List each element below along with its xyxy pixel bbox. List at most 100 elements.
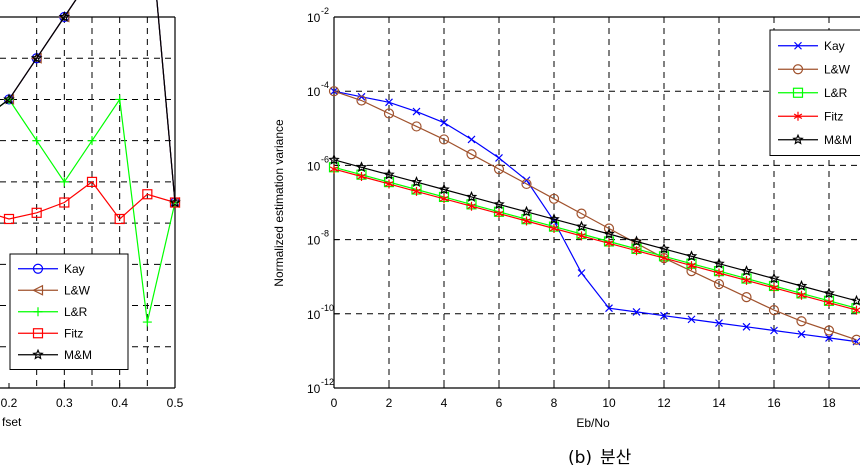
left-chart: 0.2 0.3 0.4 0.5 fset Kay L&W L&R Fitz M&M <box>0 0 184 429</box>
legend-label: Kay <box>64 262 85 276</box>
data-point <box>577 231 586 241</box>
data-point <box>467 135 476 144</box>
data-point <box>115 94 125 104</box>
data-point <box>383 108 395 119</box>
data-point <box>494 209 504 219</box>
y-axis-label: Normalized estimation variance <box>272 119 286 287</box>
legend-label: L&R <box>64 305 88 319</box>
x-tick-label: 0.3 <box>56 396 73 410</box>
data-point <box>493 164 505 175</box>
data-point <box>768 272 780 284</box>
legend-label: Fitz <box>824 109 843 123</box>
x-axis-label: fset <box>2 415 22 429</box>
data-point <box>440 118 448 127</box>
data-point <box>169 196 181 208</box>
data-point <box>3 213 15 225</box>
figure-caption-text: 분산 <box>600 448 632 468</box>
series-line-kay <box>333 90 857 343</box>
data-point <box>31 207 42 218</box>
x-tick-label: 12 <box>657 396 671 410</box>
data-point <box>521 178 532 190</box>
legend-label: Fitz <box>64 326 83 340</box>
legend-label: L&W <box>824 62 851 76</box>
series-line-fitz <box>0 181 176 220</box>
legend-marker <box>33 307 43 317</box>
legend-marker <box>793 111 803 121</box>
data-point <box>438 134 450 145</box>
data-point <box>411 121 422 132</box>
data-point <box>32 136 42 146</box>
series-line-mm <box>0 0 176 203</box>
y-tick-exponent: -6 <box>321 154 329 164</box>
legend-marker <box>32 348 44 360</box>
data-point <box>495 154 503 162</box>
y-tick-label: 10 <box>307 382 321 396</box>
data-point <box>797 330 806 339</box>
data-point <box>549 223 559 233</box>
data-point <box>385 98 393 107</box>
data-point <box>410 176 423 188</box>
x-tick-label: 0.2 <box>1 396 18 410</box>
y-tick-label: 10 <box>307 308 321 322</box>
data-point <box>384 179 394 189</box>
data-point <box>412 107 421 116</box>
x-tick-label: 16 <box>767 396 781 410</box>
legend-label: L&R <box>824 86 848 100</box>
data-point <box>603 227 615 239</box>
y-tick-exponent: -4 <box>321 80 329 90</box>
data-point <box>3 93 15 105</box>
data-point <box>797 290 806 300</box>
legend-marker <box>794 41 802 50</box>
data-point <box>142 317 152 327</box>
y-tick-exponent: -10 <box>321 303 334 313</box>
data-point <box>825 333 833 342</box>
data-point <box>741 292 752 303</box>
data-point <box>328 153 340 165</box>
data-point <box>30 52 43 64</box>
data-point <box>355 161 368 173</box>
data-point <box>852 305 860 315</box>
data-point <box>577 269 586 277</box>
data-point <box>824 298 834 308</box>
legend-label: Kay <box>824 39 845 53</box>
legend-label: M&M <box>824 133 852 147</box>
data-point <box>467 201 476 211</box>
data-point <box>823 287 835 299</box>
data-point <box>630 235 643 247</box>
data-point <box>658 242 670 254</box>
legend-marker <box>32 328 44 339</box>
data-point <box>796 316 807 327</box>
data-point <box>687 261 696 271</box>
legend-label: L&W <box>64 283 91 297</box>
data-point <box>575 220 588 232</box>
data-point <box>687 315 696 324</box>
data-point <box>465 190 478 202</box>
series-line-lw <box>0 0 176 203</box>
data-point <box>632 246 641 256</box>
data-point <box>659 253 669 263</box>
y-tick-exponent: -2 <box>321 6 329 16</box>
data-point <box>59 197 70 208</box>
x-tick-label: 0 <box>331 396 338 410</box>
data-point <box>603 223 615 234</box>
data-point <box>328 86 340 97</box>
figure-caption-prefix: (b) <box>568 448 592 468</box>
data-point <box>522 216 531 226</box>
y-tick-label: 10 <box>307 11 321 25</box>
data-point <box>438 183 450 195</box>
data-point <box>493 198 505 210</box>
x-tick-label: 14 <box>712 396 726 410</box>
legend-marker <box>32 284 44 296</box>
x-tick-label: 2 <box>386 396 393 410</box>
x-tick-label: 4 <box>441 396 448 410</box>
data-point <box>742 322 751 331</box>
data-point <box>605 304 613 313</box>
data-point <box>770 326 778 335</box>
data-point <box>86 176 98 187</box>
data-point <box>660 311 668 320</box>
data-point <box>768 304 780 316</box>
x-tick-label: 0.4 <box>111 396 128 410</box>
data-point <box>685 250 698 262</box>
series-line-fitz <box>333 168 857 311</box>
